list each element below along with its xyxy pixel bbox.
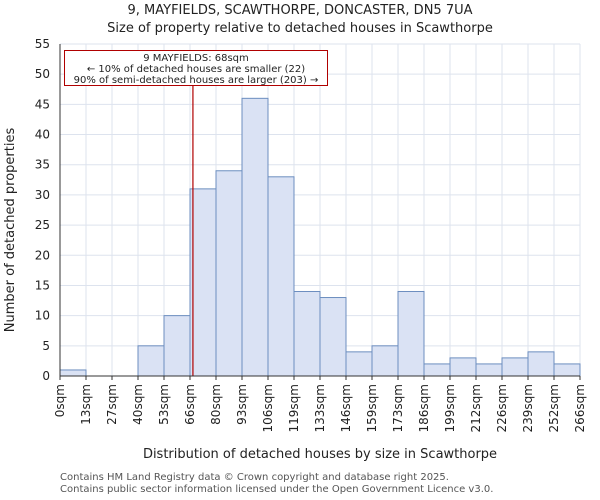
y-tick-label: 45	[35, 97, 50, 111]
y-tick-label: 20	[35, 248, 50, 262]
x-axis-label: Distribution of detached houses by size …	[143, 447, 497, 462]
y-tick-label: 10	[35, 309, 50, 323]
bar	[267, 176, 295, 377]
bar	[553, 363, 581, 377]
bar	[59, 369, 87, 377]
x-tick-label: 133sqm	[313, 384, 327, 432]
bar	[371, 345, 399, 377]
y-tick-label: 55	[35, 37, 50, 51]
x-tick-label: 66sqm	[183, 384, 197, 425]
bars	[59, 97, 581, 377]
annotation-box: 9 MAYFIELDS: 68sqm ← 10% of detached hou…	[64, 50, 328, 86]
axes: 0 5 10 15 20 25 30 35 40 45 50 55 0sqm 13sqm 27sqm 40sq…	[35, 37, 587, 432]
y-tick-label: 5	[42, 339, 50, 353]
chart-subtitle: Size of property relative to detached ho…	[107, 21, 493, 36]
y-tick-label: 15	[35, 278, 50, 292]
x-tick-label: 119sqm	[287, 384, 301, 432]
x-tick-label: 13sqm	[79, 384, 93, 425]
bar	[293, 290, 321, 377]
y-axis-label: Number of detached properties	[3, 128, 18, 333]
bar	[527, 351, 555, 377]
y-tick-label: 35	[35, 158, 50, 172]
annotation-line-3: 90% of semi-detached houses are larger (…	[73, 75, 319, 86]
x-tick-label: 212sqm	[469, 384, 483, 432]
x-tick-label: 252sqm	[547, 384, 561, 432]
annotation-line-1: 9 MAYFIELDS: 68sqm	[143, 53, 249, 64]
x-tick-label: 239sqm	[521, 384, 535, 432]
x-tick-label: 226sqm	[495, 384, 509, 432]
annotation-line-2: ← 10% of detached houses are smaller (22…	[86, 64, 306, 75]
bar	[501, 357, 529, 377]
y-tick-label: 25	[35, 218, 50, 232]
bar	[215, 170, 243, 377]
x-tick-label: 40sqm	[131, 384, 145, 425]
bar	[475, 363, 503, 377]
x-tick-label: 0sqm	[53, 384, 67, 417]
footer-line-2: Contains public sector information licen…	[60, 484, 494, 495]
bar	[397, 290, 425, 377]
x-tick-label: 266sqm	[573, 384, 587, 432]
bar	[423, 363, 451, 377]
y-tick-label: 30	[35, 188, 50, 202]
y-tick-label: 50	[35, 67, 50, 81]
x-tick-label: 53sqm	[157, 384, 171, 425]
y-tick-label: 0	[42, 369, 50, 383]
bar	[449, 357, 477, 377]
x-tick-label: 199sqm	[443, 384, 457, 432]
bar	[345, 351, 373, 377]
x-tick-label: 159sqm	[365, 384, 379, 432]
bar	[319, 297, 347, 377]
chart-title: 9, MAYFIELDS, SCAWTHORPE, DONCASTER, DN5…	[127, 3, 473, 18]
x-tick-label: 80sqm	[209, 384, 223, 425]
x-tick-label: 146sqm	[339, 384, 353, 432]
y-tick-label: 40	[35, 128, 50, 142]
x-tick-label: 93sqm	[235, 384, 249, 425]
bar	[137, 345, 165, 377]
x-tick-label: 173sqm	[391, 384, 405, 432]
bar	[189, 188, 217, 377]
bar	[241, 97, 269, 377]
x-tick-label: 106sqm	[261, 384, 275, 432]
x-tick-label: 186sqm	[417, 384, 431, 432]
x-tick-label: 27sqm	[105, 384, 119, 425]
bar	[163, 315, 191, 377]
footer-line-1: Contains HM Land Registry data © Crown c…	[60, 472, 449, 483]
